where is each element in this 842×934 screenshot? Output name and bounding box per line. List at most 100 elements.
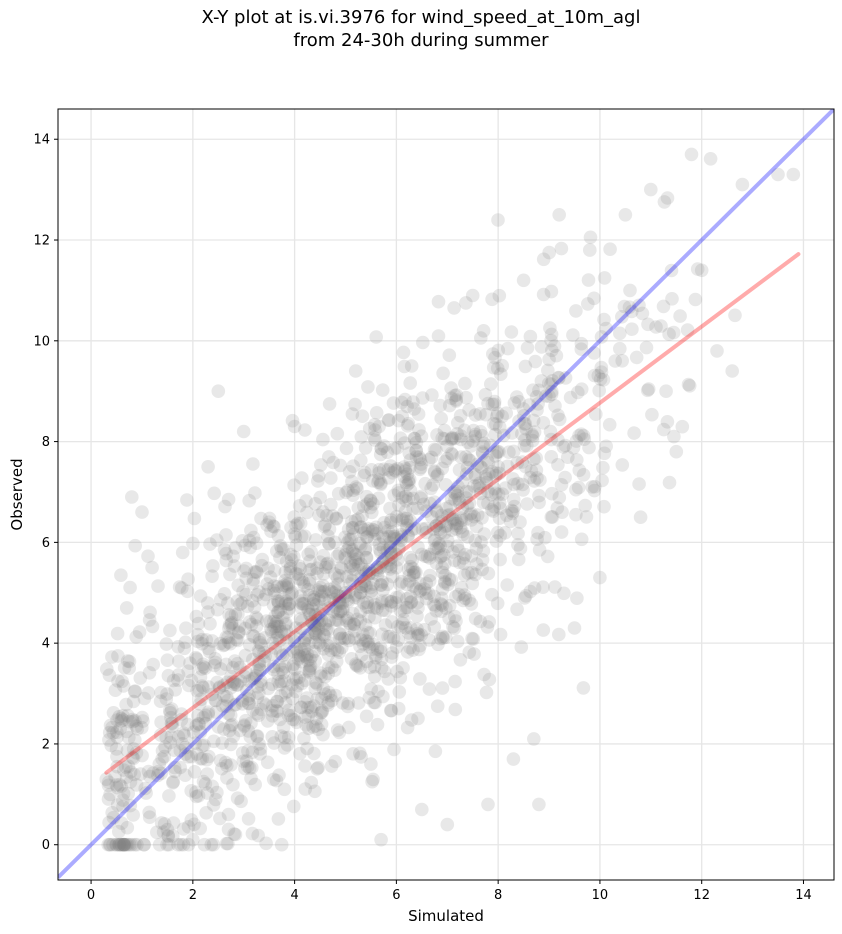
data-point [247, 629, 261, 644]
data-point [102, 815, 116, 830]
data-point [241, 724, 256, 738]
data-point [505, 506, 520, 521]
data-point [282, 601, 296, 616]
data-point [220, 690, 234, 704]
data-point [404, 595, 419, 609]
data-point [346, 459, 361, 474]
data-point [361, 600, 376, 614]
data-point [218, 499, 232, 514]
data-point [276, 542, 291, 556]
data-point [198, 716, 213, 731]
data-point [556, 440, 571, 454]
data-point [514, 640, 529, 654]
data-point [184, 784, 198, 798]
data-point [347, 546, 361, 561]
data-point [329, 584, 343, 598]
data-point [385, 569, 400, 584]
data-point [176, 837, 191, 852]
data-point [464, 506, 479, 521]
data-point [625, 304, 639, 319]
data-point [123, 775, 138, 789]
data-point [276, 720, 291, 734]
data-point [319, 622, 334, 637]
data-point [270, 614, 285, 629]
data-point [296, 575, 311, 590]
data-point [426, 478, 440, 492]
data-point [293, 516, 308, 531]
data-point [454, 511, 469, 525]
data-point [321, 660, 336, 675]
data-point [454, 432, 468, 447]
data-point [233, 674, 248, 688]
data-point [435, 565, 450, 580]
data-point [454, 513, 469, 528]
data-point [113, 837, 127, 852]
data-point [486, 347, 500, 361]
data-point [313, 490, 328, 505]
data-point [373, 560, 387, 575]
data-point [128, 713, 142, 728]
data-point [467, 509, 481, 524]
data-point [307, 593, 321, 607]
data-point [357, 562, 371, 577]
data-point [116, 793, 130, 807]
data-point [455, 475, 470, 489]
data-point [114, 816, 129, 830]
data-point [534, 374, 549, 388]
data-point [523, 329, 538, 344]
data-point [264, 524, 278, 538]
data-point [206, 559, 220, 573]
data-point [151, 579, 165, 593]
data-point [430, 540, 444, 555]
data-point [278, 617, 293, 632]
data-point [321, 638, 335, 653]
data-point [522, 398, 537, 412]
data-point [175, 545, 190, 560]
data-point [114, 568, 128, 582]
data-point [308, 654, 323, 668]
data-point [594, 365, 609, 380]
data-point [265, 709, 280, 723]
data-point [543, 424, 558, 439]
data-point [124, 837, 139, 852]
data-point [226, 660, 240, 675]
data-point [285, 585, 300, 599]
data-point [119, 697, 133, 712]
data-point [101, 778, 116, 793]
data-point [398, 621, 413, 635]
data-point [367, 532, 382, 547]
data-point [233, 723, 247, 738]
data-point [226, 677, 241, 691]
data-point [280, 581, 295, 595]
data-point [298, 631, 312, 645]
data-point [465, 565, 479, 580]
data-point [461, 435, 475, 450]
data-point [398, 392, 412, 407]
data-point [206, 798, 221, 812]
data-point [287, 419, 302, 434]
data-point [397, 436, 412, 450]
data-point [369, 526, 384, 541]
data-point [232, 626, 246, 640]
data-point [485, 587, 499, 602]
data-point [400, 419, 415, 433]
data-point [351, 512, 365, 526]
data-point [618, 208, 633, 222]
chart-title-line1: X-Y plot at is.vi.3976 for wind_speed_at… [201, 7, 641, 28]
data-point [254, 511, 268, 526]
data-point [246, 457, 260, 471]
data-point [486, 416, 501, 431]
data-point [233, 597, 247, 612]
data-point [435, 681, 450, 695]
data-point [191, 708, 205, 723]
data-point [122, 714, 137, 729]
data-point [439, 501, 454, 516]
data-point [459, 491, 473, 505]
data-point [398, 464, 412, 478]
data-point [608, 354, 622, 368]
data-point [204, 837, 219, 852]
data-point [330, 571, 345, 585]
data-point [476, 544, 491, 558]
data-point [307, 592, 321, 607]
data-point [193, 683, 207, 698]
